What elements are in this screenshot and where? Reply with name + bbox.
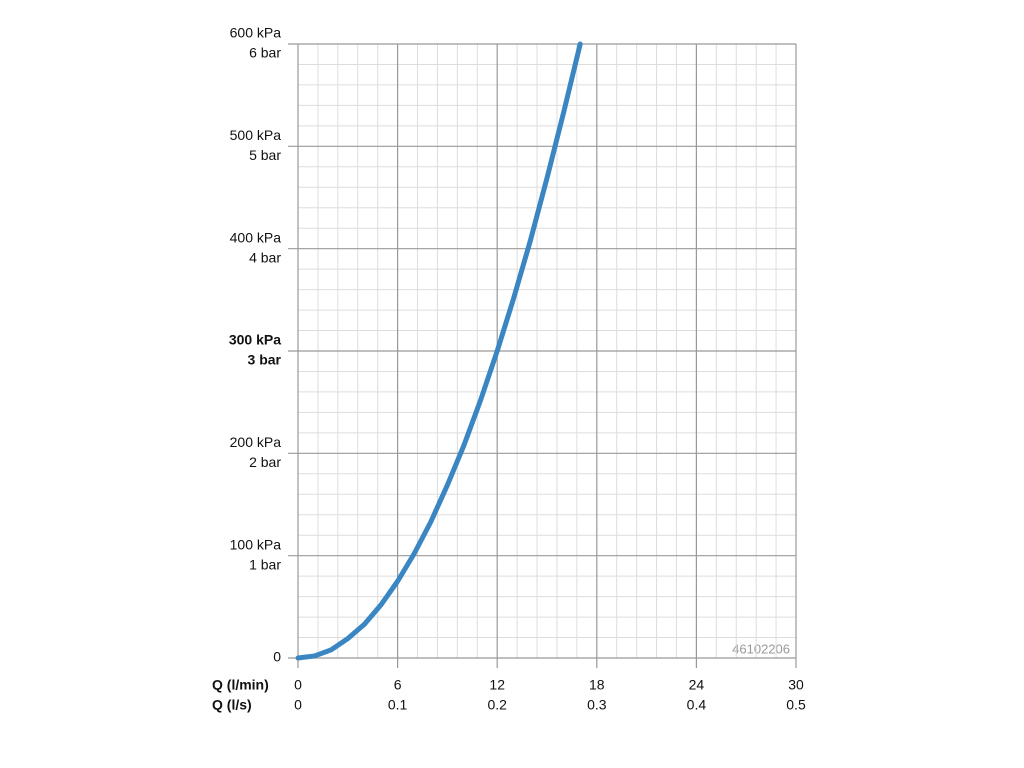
y-tick-label-bar: 1 bar [249,556,281,572]
product-code: 46102206 [732,641,790,656]
x-tick-label: 0 [294,677,302,693]
y-tick-label: 0 [273,649,281,665]
x2-tick-label: 0 [294,697,302,713]
x-tick-label: 18 [589,677,605,693]
y-tick-label-bar: 4 bar [249,249,281,265]
y-tick-label-bar: 2 bar [249,454,281,470]
y-tick-label: 200 kPa [230,434,282,450]
x2-axis-label: Q (l/s) [212,697,252,713]
y-tick-label-bar: 3 bar [248,352,282,368]
x2-tick-label: 0.1 [388,697,408,713]
y-tick-label-bar: 5 bar [249,147,281,163]
y-tick-label: 600 kPa [230,25,282,41]
x-tick-label: 30 [788,677,804,693]
x2-tick-label: 0.2 [487,697,507,713]
x2-tick-label: 0.5 [786,697,806,713]
y-tick-label: 300 kPa [229,332,281,348]
y-tick-label: 400 kPa [230,229,282,245]
x-tick-label: 6 [394,677,402,693]
x2-tick-label: 0.3 [587,697,607,713]
x2-tick-label: 0.4 [687,697,707,713]
x-axis-label: Q (l/min) [212,677,269,693]
x-tick-label: 12 [489,677,505,693]
curve [295,41,583,661]
y-tick-label: 500 kPa [230,127,282,143]
y-tick-label-bar: 6 bar [249,45,281,61]
y-tick-label: 100 kPa [230,536,282,552]
x-tick-label: 24 [689,677,705,693]
